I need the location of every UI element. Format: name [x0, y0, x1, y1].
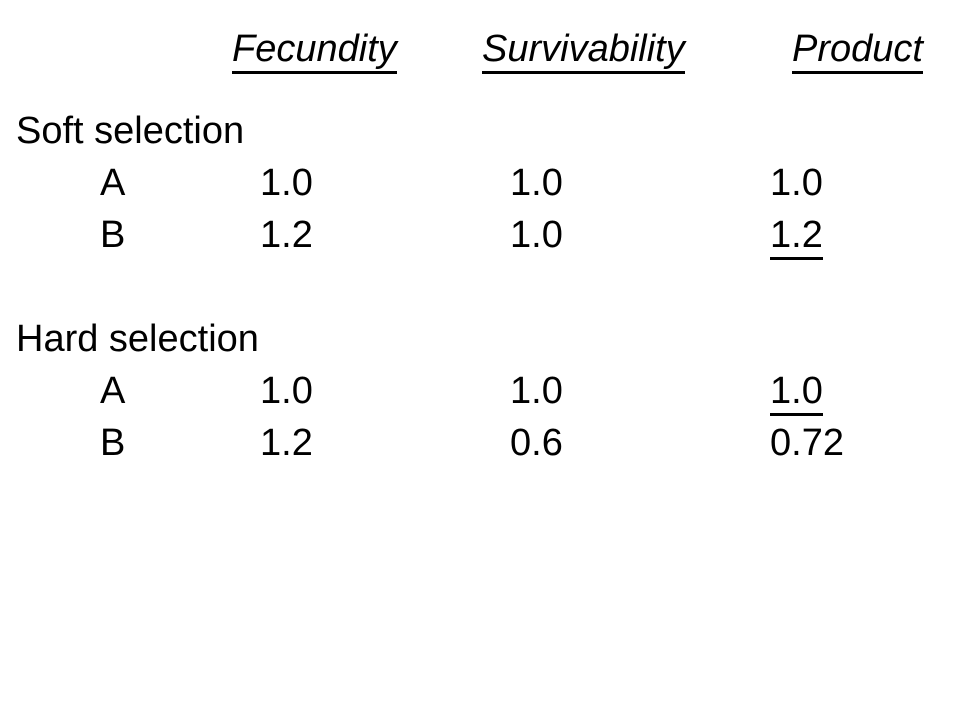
- selection-table: Fecundity Survivability Product Soft sel…: [0, 0, 960, 720]
- hard-a-product: 1.0: [770, 372, 823, 416]
- hard-b-label: B: [100, 424, 125, 464]
- hard-a-fecundity: 1.0: [260, 372, 313, 412]
- soft-b-product: 1.2: [770, 216, 823, 260]
- soft-b-label: B: [100, 216, 125, 256]
- section-title-hard: Hard selection: [16, 320, 259, 360]
- hard-a-label: A: [100, 372, 125, 412]
- hard-b-fecundity: 1.2: [260, 424, 313, 464]
- soft-a-survivability: 1.0: [510, 164, 563, 204]
- soft-a-fecundity: 1.0: [260, 164, 313, 204]
- soft-b-fecundity: 1.2: [260, 216, 313, 256]
- header-survivability: Survivability: [482, 30, 685, 74]
- hard-a-survivability: 1.0: [510, 372, 563, 412]
- soft-a-label: A: [100, 164, 125, 204]
- section-title-soft: Soft selection: [16, 112, 244, 152]
- header-product: Product: [792, 30, 923, 74]
- hard-b-product: 0.72: [770, 424, 844, 464]
- soft-b-survivability: 1.0: [510, 216, 563, 256]
- soft-a-product: 1.0: [770, 164, 823, 204]
- hard-b-survivability: 0.6: [510, 424, 563, 464]
- header-fecundity: Fecundity: [232, 30, 397, 74]
